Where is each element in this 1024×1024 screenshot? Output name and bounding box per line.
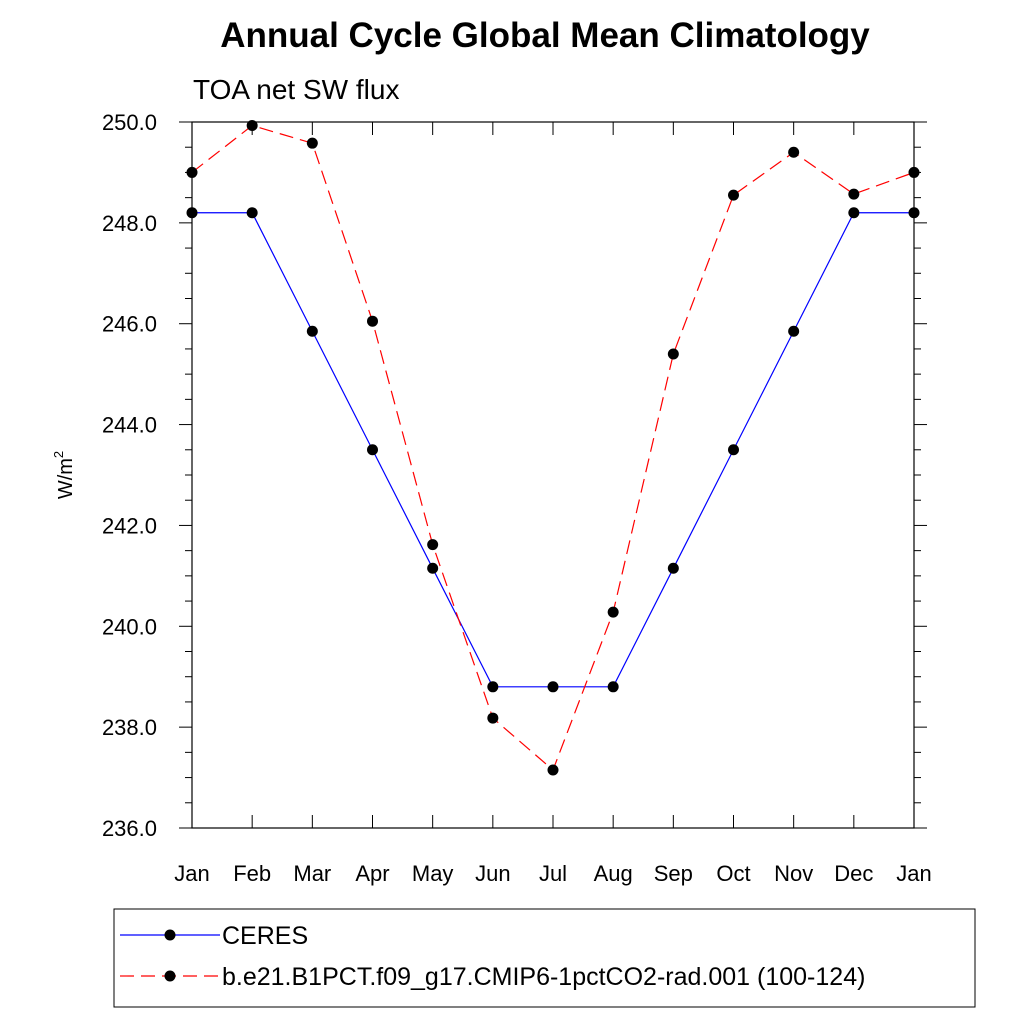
- x-tick-label: Oct: [716, 861, 750, 886]
- series-2-marker: [547, 764, 559, 776]
- x-tick-label: Feb: [233, 861, 271, 886]
- x-tick-label: Nov: [774, 861, 813, 886]
- legend-label-2: b.e21.B1PCT.f09_g17.CMIP6-1pctCO2-rad.00…: [222, 963, 865, 991]
- series-1-marker: [788, 325, 800, 337]
- series-1-marker: [186, 207, 198, 219]
- series-2-marker: [427, 539, 439, 551]
- series-1-marker: [848, 207, 860, 219]
- series-2-marker: [246, 120, 258, 132]
- series-1-marker: [908, 207, 920, 219]
- x-tick-label: Sep: [654, 861, 693, 886]
- legend: CERES b.e21.B1PCT.f09_g17.CMIP6-1pctCO2-r…: [120, 922, 865, 991]
- x-tick-label: Jul: [539, 861, 567, 886]
- y-tick-labels: 236.0 238.0 240.0 242.0 244.0 246.0 248.0 250.0: [102, 110, 157, 841]
- plot-frame: [191, 121, 915, 829]
- legend-box: [113, 908, 976, 1008]
- series-layer: [186, 120, 920, 776]
- series-2-marker: [908, 166, 920, 178]
- x-tick-label: Jan: [174, 861, 209, 886]
- y-axis-label-base: W/m: [55, 458, 77, 499]
- chart-title: Annual Cycle Global Mean Climatology: [220, 16, 870, 55]
- series-2-marker: [487, 712, 499, 724]
- y-tick-label: 240.0: [102, 614, 157, 639]
- svg-text:W/m2: W/m2: [51, 451, 77, 499]
- series-1-marker: [487, 681, 499, 693]
- x-tick-label: Jan: [896, 861, 931, 886]
- series-1-marker: [427, 562, 439, 574]
- legend-label-1: CERES: [222, 922, 308, 950]
- series-2-marker: [186, 166, 198, 178]
- series-2-marker: [607, 606, 619, 618]
- y-tick-label: 238.0: [102, 715, 157, 740]
- x-tick-label: Apr: [355, 861, 389, 886]
- y-axis-label: W/m2: [51, 451, 77, 499]
- legend-marker-2: [164, 970, 176, 982]
- series-1-marker: [728, 444, 739, 456]
- x-tick-label: Dec: [834, 861, 873, 886]
- y-tick-label: 242.0: [102, 513, 157, 538]
- series-2-marker: [667, 348, 679, 360]
- series-2-marker: [848, 188, 860, 200]
- y-tick-label: 250.0: [102, 110, 157, 135]
- series-line-1: [192, 212, 914, 688]
- series-1-marker: [367, 444, 378, 456]
- y-tick-label: 246.0: [102, 312, 157, 337]
- x-tick-label: Jun: [475, 861, 510, 886]
- series-2-marker: [367, 315, 378, 327]
- series-1-marker: [306, 325, 318, 337]
- y-tick-label: 236.0: [102, 816, 157, 841]
- x-tick-labels: Jan Feb Mar Apr May Jun Jul Aug Sep Oct Nov Dec Jan: [174, 861, 931, 886]
- y-tick-label: 248.0: [102, 211, 157, 236]
- x-tick-label: May: [412, 861, 454, 886]
- x-tick-label: Aug: [594, 861, 633, 886]
- chart-subtitle: TOA net SW flux: [193, 74, 399, 105]
- series-2-marker: [728, 189, 739, 201]
- series-2-marker: [306, 137, 318, 149]
- series-1-marker: [607, 681, 619, 693]
- legend-marker-1: [164, 929, 176, 941]
- axis-ticks: [179, 121, 927, 829]
- series-1-marker: [246, 207, 258, 219]
- x-tick-label: Mar: [293, 861, 331, 886]
- series-2-marker: [788, 146, 800, 158]
- series-line-2: [191, 124, 915, 772]
- series-1-marker: [547, 681, 559, 693]
- series-1-marker: [667, 562, 679, 574]
- y-tick-label: 244.0: [102, 413, 157, 438]
- y-axis-label-exponent: 2: [51, 451, 66, 458]
